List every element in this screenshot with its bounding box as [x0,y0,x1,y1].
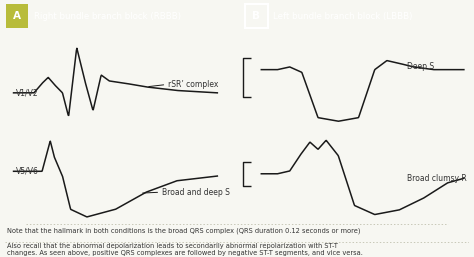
Text: Left bundle branch block (LBBB): Left bundle branch block (LBBB) [273,12,413,21]
Text: rSR’ complex: rSR’ complex [168,80,219,89]
Text: Right bundle branch block (RBBB): Right bundle branch block (RBBB) [34,12,181,21]
Text: A: A [13,11,21,21]
Text: Deep S: Deep S [407,62,434,71]
Text: Broad and deep S: Broad and deep S [162,188,230,197]
Text: Broad clumsy R: Broad clumsy R [407,174,467,183]
Text: Also recall that the abnormal depolarization leads to secondarily abnormal repol: Also recall that the abnormal depolariza… [7,243,363,256]
Text: B: B [252,11,260,21]
Text: V1/V2: V1/V2 [16,88,38,97]
Text: V5/V6: V5/V6 [16,167,38,176]
FancyBboxPatch shape [6,4,28,28]
Text: Note that the hallmark in both conditions is the broad QRS complex (QRS duration: Note that the hallmark in both condition… [7,227,361,234]
